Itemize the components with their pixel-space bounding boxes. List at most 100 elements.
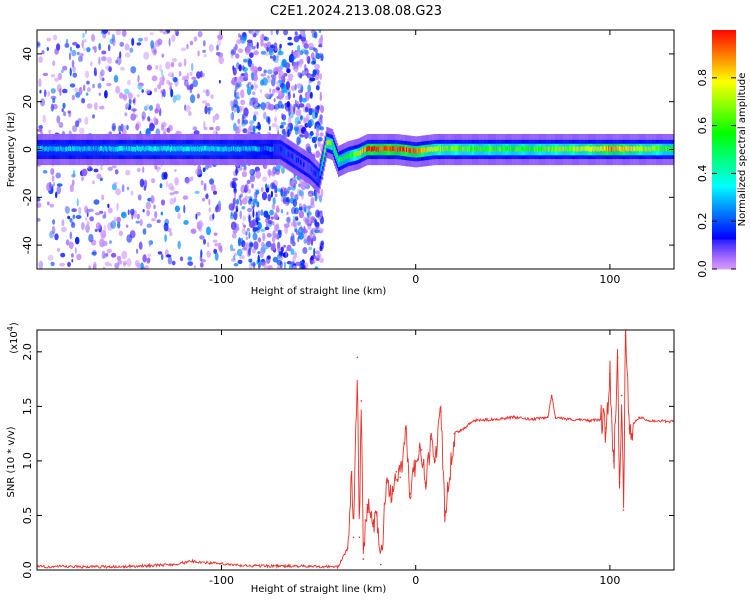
spectrogram-cell — [218, 79, 221, 84]
snr-data-point — [172, 563, 174, 566]
snr-data-point — [599, 418, 601, 421]
spectrogram-cell — [161, 253, 164, 261]
spectrogram-cell — [485, 146, 487, 151]
spectrogram-cell — [277, 145, 279, 151]
spectrogram-cell — [180, 47, 187, 52]
spectrogram-cell — [210, 94, 214, 99]
spectrogram-cell — [64, 205, 69, 213]
spectrogram-cell — [157, 251, 163, 255]
spectrogram-cell — [43, 146, 45, 152]
spectrogram-cell — [121, 211, 127, 219]
spectrogram-cell — [55, 172, 61, 179]
spectrogram-cell — [433, 147, 435, 152]
spectrogram-cell — [124, 88, 130, 95]
spectrogram-cell — [659, 145, 661, 151]
spectrogram-cell — [287, 78, 293, 82]
colorbar-swatch — [712, 211, 736, 214]
spectrogram-cell — [149, 146, 151, 152]
spectrogram-cell — [160, 145, 162, 151]
spectrogram-cell — [536, 146, 538, 152]
spectrogram-cell — [234, 89, 237, 99]
spectrogram-cell — [581, 146, 583, 152]
spectrogram-cell — [291, 49, 294, 57]
spectrogram-cell — [123, 260, 127, 265]
spectrogram-cell — [162, 146, 164, 152]
spectrogram-cell — [214, 252, 219, 261]
spectrogram-cell — [180, 145, 182, 151]
spectrogram-cell — [534, 147, 536, 152]
spectrogram-cell — [73, 146, 75, 152]
spectrogram-cell — [59, 262, 65, 267]
spectrogram-cell — [562, 146, 564, 152]
spectrogram-cell — [211, 146, 213, 151]
spectrogram-cell — [128, 98, 132, 105]
spectrogram-cell — [308, 246, 313, 251]
spectrogram-cell — [315, 172, 317, 177]
spectrogram-cell — [235, 146, 237, 152]
spectrogram-cell — [239, 255, 245, 260]
spectrogram-cell — [283, 261, 286, 269]
spectrogram-cell — [116, 216, 121, 223]
spectrogram-cell — [215, 145, 217, 151]
colorbar-swatch — [712, 165, 736, 168]
spectrogram-cell — [195, 213, 198, 220]
spectrogram-cell — [286, 216, 291, 224]
spectrogram-cell — [71, 94, 75, 101]
spectrogram-cell — [181, 146, 183, 151]
spectrogram-cell — [251, 77, 254, 81]
spectrogram-cell — [70, 222, 76, 228]
spectrogram-cell — [249, 147, 251, 152]
spectrogram-cell — [273, 42, 278, 48]
spectrogram-cell — [39, 89, 42, 94]
spectrogram-cell — [269, 88, 272, 93]
spectrogram-cell — [142, 254, 147, 263]
spectrogram-cell — [88, 145, 90, 151]
snr-data-point — [440, 411, 442, 413]
spectrogram-cell — [202, 40, 206, 47]
spectrogram-cell — [95, 146, 97, 151]
spectrogram-cell — [238, 64, 242, 72]
spectrogram-cell — [239, 146, 241, 152]
colorbar-swatch — [712, 171, 736, 174]
spectrogram-cell — [232, 198, 236, 206]
colorbar-swatch — [712, 263, 736, 266]
spectrogram-cell — [97, 82, 102, 89]
spectrogram-cell — [335, 150, 337, 156]
spectrogram-cell — [165, 145, 167, 151]
spectrogram-cell — [48, 129, 52, 134]
spectrogram-cell — [154, 146, 156, 151]
spectrogram-cell — [186, 84, 191, 91]
snr-data-point — [444, 514, 446, 517]
spectrogram-cell — [515, 146, 517, 152]
spectrogram-cell — [86, 47, 91, 53]
spectrogram-cell — [100, 166, 103, 171]
colorbar-swatch — [712, 191, 736, 194]
spectrogram-cell — [50, 146, 52, 151]
spectrogram-cell — [88, 208, 94, 212]
spectrogram-cell — [205, 102, 211, 107]
spectrogram-cell — [295, 261, 302, 266]
spectrogram-cell — [261, 191, 268, 201]
snr-data-point — [624, 334, 627, 337]
spectrogram-cell — [531, 146, 533, 152]
spectrogram-cell — [47, 147, 49, 152]
spectrogram-cell — [339, 157, 341, 163]
colorbar-swatch — [712, 189, 736, 192]
colorbar-swatch — [712, 233, 736, 236]
colorbar-swatch — [712, 51, 736, 55]
spectrogram-cell — [577, 146, 579, 152]
spectrogram-cell — [51, 175, 55, 182]
spectrogram-cell — [182, 75, 186, 81]
spectrogram-cell — [241, 240, 246, 248]
spectrogram-cell — [37, 197, 41, 202]
spectrogram-cell — [428, 146, 430, 152]
spectrogram-cell — [319, 126, 325, 131]
spectrogram-cell — [156, 168, 160, 173]
spectrogram-cell — [267, 169, 272, 176]
spectrogram-cell — [327, 140, 329, 146]
spectrogram-cell — [303, 206, 307, 213]
spectrogram-cell — [391, 146, 393, 151]
spectrogram-cell — [312, 170, 314, 175]
spectrogram-cell — [207, 107, 211, 115]
spectrogram-cell — [87, 164, 92, 170]
